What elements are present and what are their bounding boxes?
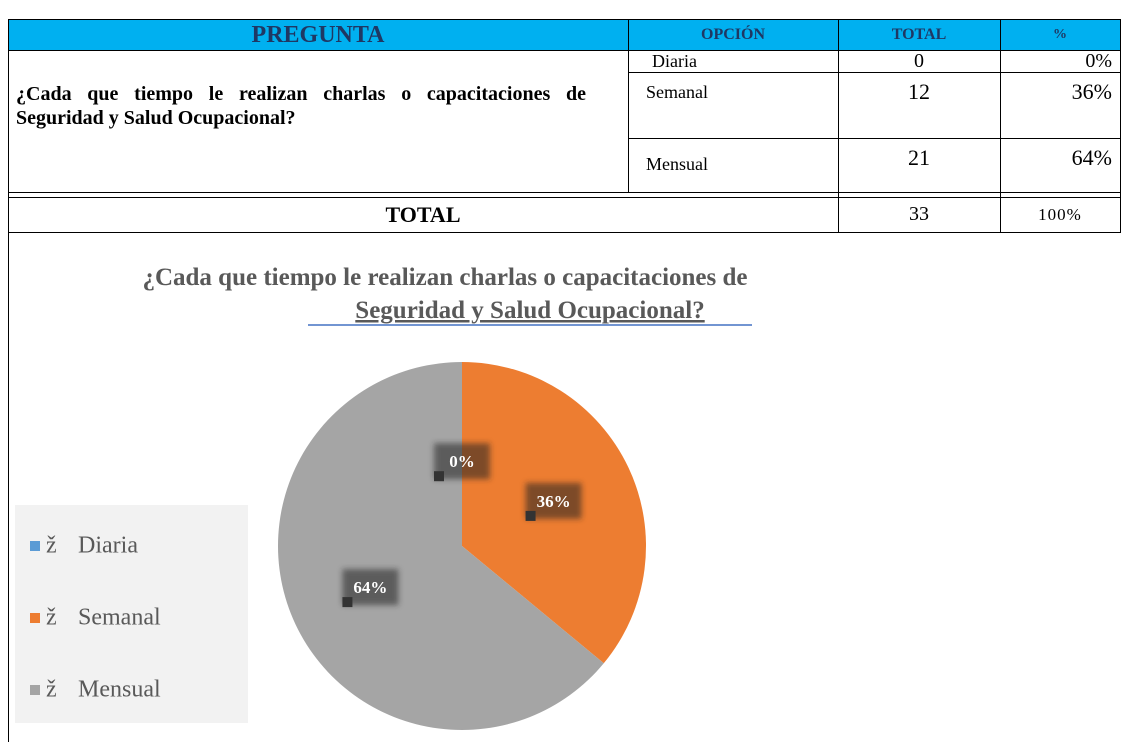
option: Mensual <box>646 153 708 174</box>
data-label: 64% <box>353 578 387 597</box>
count: 0 <box>914 49 924 72</box>
header-cell: TOTAL <box>838 20 1000 50</box>
legend-label: Diaria <box>78 533 138 559</box>
border <box>838 19 839 233</box>
label-anchor <box>342 597 353 608</box>
border <box>8 232 1120 233</box>
header-cell: PREGUNTA <box>8 20 628 50</box>
option: Diaria <box>652 50 697 71</box>
legend-swatch <box>30 685 40 695</box>
border <box>628 50 1120 51</box>
legend-marker: ž <box>46 533 57 559</box>
total-label: TOTAL <box>385 201 461 227</box>
count: 12 <box>908 79 930 104</box>
legend-label: Mensual <box>78 677 161 703</box>
chart-title: ¿Cada que tiempo le realizan charlas o c… <box>142 264 747 291</box>
percent: 36% <box>1071 79 1112 104</box>
border <box>628 72 1120 73</box>
legend-box <box>15 505 248 723</box>
percent: 0% <box>1085 49 1112 72</box>
legend-marker: ž <box>46 605 57 631</box>
border <box>8 197 1120 198</box>
border <box>8 19 9 742</box>
count: 21 <box>908 145 930 170</box>
pie-slice <box>278 362 604 730</box>
total-percent: 100% <box>1038 204 1082 224</box>
border <box>8 50 628 51</box>
border <box>8 19 1120 20</box>
data-label: 0% <box>449 452 475 471</box>
border <box>1000 19 1001 233</box>
data-label: 36% <box>537 492 571 511</box>
legend-swatch <box>30 541 40 551</box>
label-anchor <box>525 510 536 521</box>
question: ¿Cada que tiempo le realizan charlas o c… <box>16 83 586 129</box>
label-anchor <box>434 471 444 482</box>
legend-marker: ž <box>46 677 57 703</box>
percent: 64% <box>1071 145 1112 170</box>
legend-label: Semanal <box>78 605 161 631</box>
option: Semanal <box>646 81 708 102</box>
chart-title: Seguridad y Salud Ocupacional? <box>355 297 704 324</box>
header-cell: OPCIÓN <box>628 20 838 50</box>
border <box>628 19 629 193</box>
border <box>628 138 1120 139</box>
border <box>1120 19 1121 233</box>
total-count: 33 <box>909 203 929 225</box>
header-cell: % <box>1000 20 1120 50</box>
legend-swatch <box>30 613 40 623</box>
border <box>8 192 1120 193</box>
